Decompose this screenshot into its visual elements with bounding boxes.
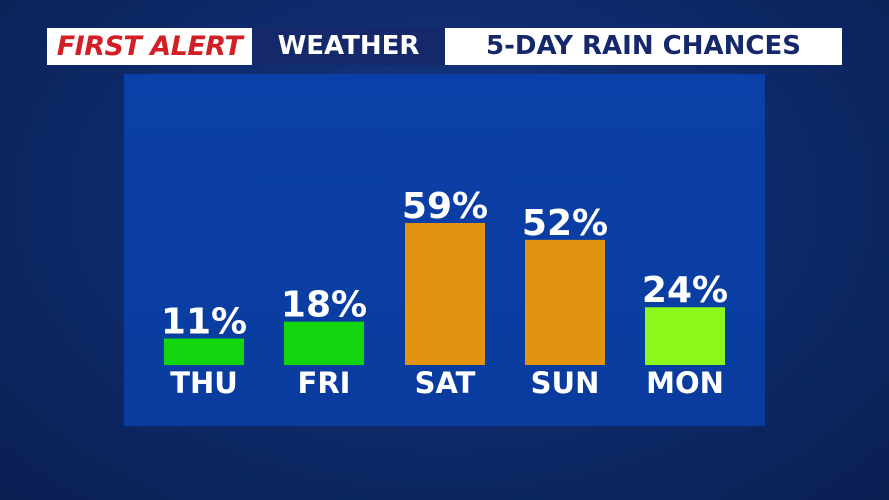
brand-label: FIRST ALERT bbox=[47, 28, 252, 65]
bar-sun bbox=[525, 239, 605, 365]
bar-sat bbox=[405, 223, 485, 365]
value-label-mon: 24% bbox=[642, 270, 728, 311]
section-label: WEATHER bbox=[252, 28, 445, 65]
day-label-thu: THU bbox=[170, 366, 238, 400]
day-label-sat: SAT bbox=[415, 366, 476, 400]
value-label-fri: 18% bbox=[281, 285, 367, 326]
chart-title: 5-DAY RAIN CHANCES bbox=[445, 28, 842, 65]
header-banner: FIRST ALERT WEATHER 5-DAY RAIN CHANCES bbox=[47, 28, 842, 65]
day-label-mon: MON bbox=[646, 366, 724, 400]
bar-thu bbox=[164, 338, 244, 365]
day-label-sun: SUN bbox=[531, 366, 600, 400]
day-label-fri: FRI bbox=[298, 366, 351, 400]
value-label-thu: 11% bbox=[161, 302, 247, 343]
value-label-sun: 52% bbox=[522, 203, 608, 244]
bar-mon bbox=[645, 307, 725, 365]
value-label-sat: 59% bbox=[402, 186, 488, 227]
bar-fri bbox=[284, 321, 364, 365]
